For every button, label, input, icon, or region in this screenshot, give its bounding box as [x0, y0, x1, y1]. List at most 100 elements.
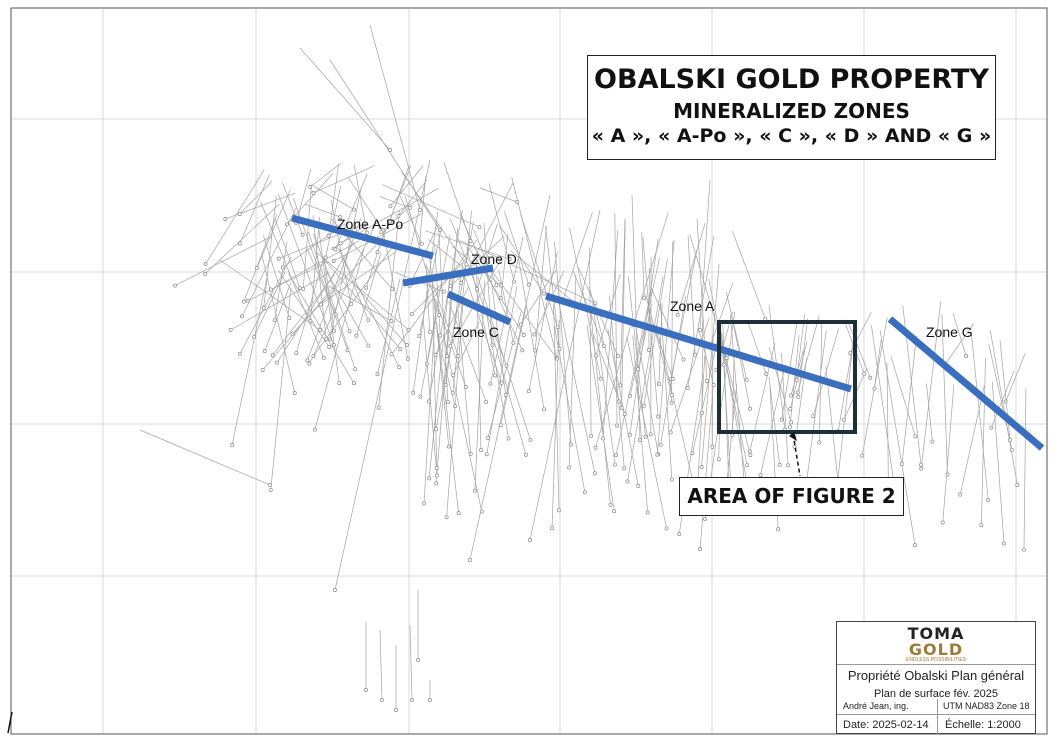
- drillhole-collar: [642, 296, 647, 301]
- drillhole-collar: [321, 355, 326, 360]
- drillhole-collar: [388, 148, 392, 152]
- drillhole-collar: [777, 462, 782, 467]
- drillhole-collar: [338, 215, 343, 219]
- drillhole-collar: [648, 432, 653, 437]
- drillhole-trace: [470, 250, 525, 336]
- drillhole-collar: [512, 279, 517, 284]
- drillhole-collar: [245, 298, 250, 303]
- drillhole-collar: [280, 265, 285, 270]
- drillhole-trace: [261, 255, 296, 394]
- drillhole-collar: [521, 333, 526, 338]
- drillhole-trace: [435, 222, 474, 430]
- drillhole-trace: [920, 301, 942, 469]
- drillhole-trace: [517, 255, 545, 410]
- drillhole-trace: [720, 335, 751, 501]
- drillhole-collar: [532, 332, 537, 337]
- drillhole-collar: [422, 501, 426, 506]
- drillhole-trace: [520, 214, 558, 328]
- drillhole-collar: [387, 219, 392, 224]
- drillhole-collar: [582, 490, 587, 495]
- figure-2-callout: AREA OF FIGURE 2: [679, 477, 904, 516]
- drillhole-collar: [526, 389, 531, 394]
- drillhole-collar: [331, 259, 336, 263]
- drillhole-trace: [697, 327, 715, 386]
- figure-2-area-box: [717, 320, 857, 434]
- drillhole-trace: [901, 335, 917, 465]
- drillhole-trace: [282, 182, 303, 235]
- drillhole-collar: [507, 257, 512, 261]
- drillhole-collar: [468, 239, 473, 243]
- drillhole-collar: [541, 291, 546, 296]
- drillhole-trace: [262, 273, 346, 371]
- drillhole-collar: [406, 327, 411, 332]
- drillhole-trace: [204, 203, 280, 275]
- drillhole-trace: [318, 229, 340, 384]
- drillhole-trace: [443, 162, 471, 242]
- drillhole-collar: [352, 207, 356, 212]
- drillhole-collar: [523, 452, 528, 457]
- drillhole-collar: [433, 353, 438, 358]
- drillhole-trace: [637, 304, 652, 370]
- drillhole-trace: [450, 235, 505, 287]
- drillhole-trace: [306, 248, 337, 315]
- drillhole-collar: [515, 200, 520, 205]
- drillhole-collar: [787, 424, 792, 429]
- drillhole-collar: [748, 453, 753, 458]
- drillhole-collar: [699, 465, 704, 470]
- drillhole-trace: [879, 329, 916, 546]
- drillhole-collar: [792, 444, 797, 449]
- drillhole-trace: [926, 383, 933, 442]
- drillhole-collar: [300, 232, 305, 237]
- drillhole-collar: [223, 216, 228, 221]
- drillhole-collar: [594, 353, 599, 358]
- drillhole-trace: [733, 325, 751, 409]
- drillhole-collar: [394, 708, 398, 712]
- drillhole-collar: [407, 205, 412, 210]
- drillhole-collar: [636, 483, 641, 488]
- drillhole-collar: [261, 305, 266, 310]
- drillhole-collar: [418, 394, 423, 399]
- drillhole-trace: [428, 271, 451, 479]
- drillhole-trace: [311, 184, 355, 210]
- callout-leader: [792, 433, 801, 477]
- drillhole-collar: [520, 348, 525, 353]
- drillhole-collar: [397, 365, 402, 370]
- drillhole-trace: [874, 339, 882, 389]
- drillhole-collar: [434, 465, 439, 470]
- drillhole-collar: [794, 377, 799, 382]
- drillhole-collar: [612, 509, 617, 514]
- drillhole-trace: [627, 276, 646, 437]
- drillhole-collar: [297, 286, 302, 291]
- drillhole-collar: [638, 438, 642, 442]
- drillhole-collar: [478, 448, 483, 453]
- drillhole-collar: [311, 354, 316, 359]
- drillhole-trace: [627, 276, 664, 482]
- drillhole-collar: [930, 439, 935, 444]
- drillhole-trace: [174, 235, 273, 286]
- drillhole-collar: [745, 463, 750, 467]
- drillhole-collar: [354, 333, 359, 338]
- drillhole-collar: [693, 352, 698, 357]
- map-zone-list: « A », « A-Po », « C », « D » AND « G »: [591, 125, 992, 147]
- drillhole-trace: [837, 328, 856, 432]
- drillhole-collar: [618, 383, 623, 388]
- drillhole-collar: [380, 698, 384, 702]
- drillhole-collar: [347, 329, 352, 334]
- drillhole-collar: [428, 698, 432, 702]
- drillhole-trace: [457, 311, 472, 454]
- drillhole-collar: [557, 346, 562, 351]
- drillhole-collar: [979, 523, 984, 527]
- drillhole-collar: [438, 228, 442, 232]
- drillhole-collar: [860, 453, 865, 458]
- drillhole-collar: [427, 329, 432, 334]
- drillhole-collar: [379, 230, 384, 235]
- drillhole-trace: [270, 288, 292, 491]
- drillhole-trace: [377, 165, 412, 253]
- drillhole-trace: [239, 180, 273, 215]
- drillhole-collar: [427, 476, 432, 481]
- drillhole-trace: [498, 269, 514, 343]
- drillhole-trace: [205, 169, 265, 265]
- drillhole-trace: [650, 285, 684, 360]
- drillhole-trace: [510, 250, 581, 308]
- drillhole-collar: [744, 377, 749, 382]
